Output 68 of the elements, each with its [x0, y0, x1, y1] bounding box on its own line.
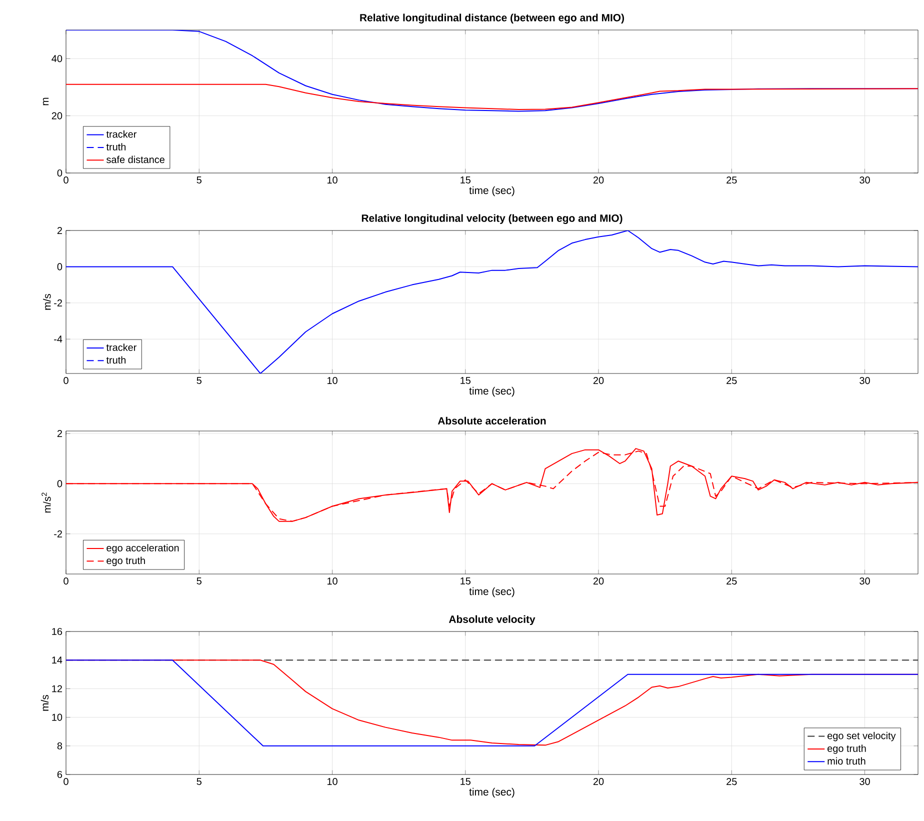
y-tick-label: 20	[52, 112, 62, 120]
x-tick-label: 0	[64, 778, 68, 786]
y-tick-label: -2	[54, 530, 62, 538]
y-tick-label: 14	[52, 656, 62, 664]
y-tick-label: 12	[52, 685, 62, 692]
y-tick-label: 16	[52, 628, 62, 636]
y-tick-label: 10	[52, 714, 62, 721]
y-tick-label: 40	[52, 55, 62, 62]
x-tick-label: 15	[460, 176, 470, 184]
x-tick-label: 5	[196, 377, 202, 384]
x-tick-label: 25	[726, 377, 737, 384]
legend-label: ego acceleration	[106, 544, 179, 554]
x-axis-title: time (sec)	[469, 587, 514, 598]
line-series	[66, 84, 918, 110]
x-tick-label: 30	[860, 578, 870, 585]
chart-title: Absolute velocity	[448, 615, 536, 626]
x-tick-label: 20	[593, 176, 604, 184]
y-axis-title: m/s	[43, 294, 51, 310]
x-tick-label: 20	[593, 377, 604, 384]
y-axis-title: m/s	[40, 694, 49, 711]
x-tick-label: 10	[327, 578, 338, 585]
legend-label: tracker	[106, 130, 137, 138]
y-axis-title: m/s$^{2}$	[42, 492, 51, 513]
legend-label: tracker	[106, 344, 137, 351]
legend-label: truth	[106, 356, 126, 364]
chart-title: Relative longitudinal velocity (between ego and MIO)	[362, 214, 622, 224]
y-tick-label: 2	[57, 430, 62, 437]
x-tick-label: 20	[593, 778, 604, 786]
x-tick-label: 20	[593, 578, 604, 585]
x-tick-label: 10	[327, 377, 338, 384]
legend-label: safe distance	[106, 156, 164, 164]
x-tick-label: 0	[64, 377, 68, 384]
x-tick-label: 30	[860, 778, 870, 786]
x-tick-label: 30	[860, 176, 870, 184]
legend-label: ego truth	[828, 744, 866, 754]
x-axis-title: time (sec)	[469, 186, 514, 196]
legend-label: truth	[106, 143, 126, 150]
x-tick-label: 0	[64, 578, 68, 585]
line-series	[66, 230, 918, 374]
y-axis-title: m	[42, 98, 49, 106]
x-tick-label: 25	[726, 778, 737, 786]
x-tick-label: 15	[460, 578, 470, 584]
x-axis-title: time (sec)	[469, 788, 514, 798]
y-tick-label: 0	[57, 169, 62, 177]
x-tick-label: 25	[726, 176, 737, 184]
legend-label: mio truth	[828, 757, 866, 765]
x-tick-label: 5	[196, 778, 202, 785]
y-tick-label: 0	[57, 480, 62, 488]
x-tick-label: 10	[327, 176, 338, 184]
x-tick-label: 25	[726, 578, 737, 585]
chart-title: Relative longitudinal distance (between ego and MIO)	[360, 14, 624, 24]
x-tick-label: 0	[64, 176, 68, 184]
x-tick-label: 15	[460, 377, 470, 384]
chart-title: Absolute acceleration	[438, 416, 546, 425]
x-tick-label: 5	[196, 578, 202, 584]
x-tick-label: 10	[327, 778, 338, 786]
x-tick-label: 5	[196, 176, 202, 184]
x-tick-label: 30	[860, 377, 870, 384]
y-tick-label: 8	[57, 742, 62, 750]
y-tick-label: 6	[57, 770, 62, 778]
y-tick-label: -4	[54, 336, 62, 343]
y-tick-label: -2	[54, 299, 62, 306]
legend-label: ego truth	[106, 556, 145, 566]
x-tick-label: 15	[460, 778, 470, 785]
y-tick-label: 0	[57, 263, 62, 270]
legend-label: ego set velocity	[828, 732, 896, 742]
y-tick-label: 2	[57, 227, 62, 234]
x-axis-title: time (sec)	[469, 386, 514, 397]
